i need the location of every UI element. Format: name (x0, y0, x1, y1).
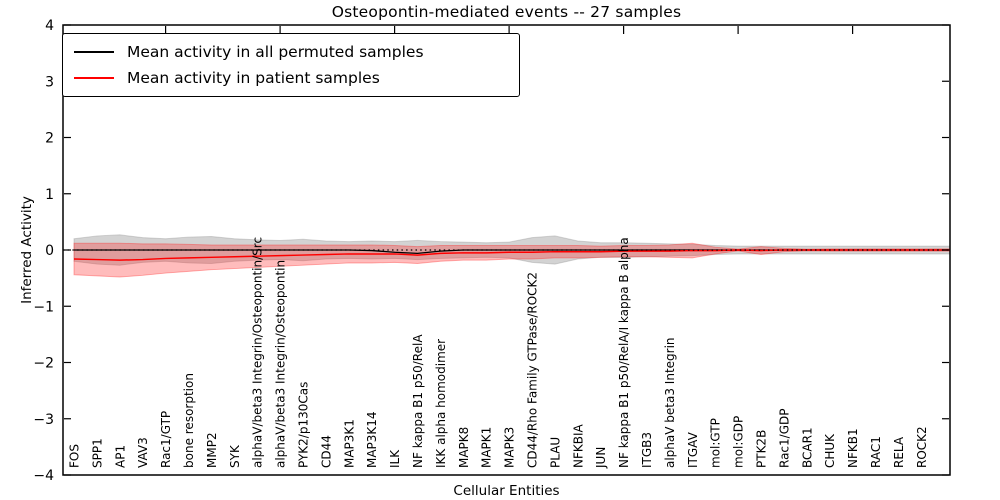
x-tick-label: MAP3K1 (342, 419, 356, 468)
x-tick-label: ILK (388, 449, 402, 468)
x-tick-label: AP1 (113, 445, 127, 468)
x-tick-label: MAPK8 (457, 427, 471, 468)
x-tick-label: FOS (68, 444, 82, 468)
x-tick-label: SYK (228, 444, 242, 468)
y-tick-label: 4 (45, 18, 54, 34)
x-tick-label: ROCK2 (915, 426, 929, 468)
x-tick-label: ITGB3 (640, 432, 654, 468)
x-tick-label: PYK2/p130Cas (297, 382, 311, 468)
x-tick-label: mol:GDP (732, 416, 746, 468)
y-tick-label: −4 (33, 468, 54, 484)
x-tick-label: Rac1/GTP (159, 411, 173, 468)
legend-label-patient: Mean activity in patient samples (127, 69, 380, 88)
x-tick-label: SPP1 (90, 438, 104, 468)
legend-line-sample-patient (74, 77, 114, 80)
x-tick-label: RELA (892, 436, 906, 468)
x-tick-label: JUN (594, 447, 608, 469)
x-tick-label: PTK2B (755, 430, 769, 468)
x-tick-label: Rac1/GDP (777, 409, 791, 468)
x-tick-label: MAPK3 (503, 427, 517, 468)
legend: Mean activity in all permuted samples Me… (62, 33, 520, 97)
x-tick-label: NF kappa B1 p50/RelA (411, 334, 425, 468)
x-tick-label: RAC1 (869, 436, 883, 468)
legend-entry-patient: Mean activity in patient samples (63, 69, 519, 87)
x-tick-label: NF kappa B1 p50/RelA/I kappa B alpha (617, 237, 631, 468)
patient-mean-line (73, 249, 950, 261)
legend-entry-permuted: Mean activity in all permuted samples (63, 43, 519, 61)
x-axis-title: Cellular Entities (453, 483, 560, 499)
y-tick-label: 3 (45, 74, 54, 90)
x-tick-label: NFKB1 (846, 428, 860, 468)
legend-label-permuted: Mean activity in all permuted samples (127, 42, 424, 61)
legend-line-sample-permuted (74, 50, 114, 53)
x-tick-label: VAV3 (136, 437, 150, 468)
x-tick-label: IKK alpha homodimer (434, 339, 448, 468)
x-tick-label: MMP2 (205, 432, 219, 468)
x-tick-label: CHUK (823, 433, 837, 468)
x-tick-label: PLAU (548, 437, 562, 468)
x-tick-label: bone resorption (182, 373, 196, 468)
y-tick-label: −3 (33, 412, 54, 428)
y-tick-label: 1 (45, 187, 54, 203)
x-tick-label: MAP3K14 (365, 411, 379, 468)
x-tick-label: MAPK1 (480, 427, 494, 468)
x-tick-label: NFKBIA (571, 423, 585, 468)
chart-title: Osteopontin-mediated events -- 27 sample… (331, 3, 682, 21)
y-tick-label: −2 (33, 356, 54, 372)
y-tick-label: 2 (45, 131, 54, 147)
y-tick-label: 0 (45, 243, 54, 259)
x-tick-label: alphaV/beta3 Integrin/Osteopontin (274, 260, 288, 468)
x-tick-label: mol:GTP (709, 418, 723, 468)
x-tick-label: CD44 (319, 435, 333, 468)
x-tick-label: BCAR1 (800, 427, 814, 468)
x-tick-label: ITGAV (686, 431, 700, 468)
x-tick-label: alphaV/beta3 Integrin/Osteopontin/Src (251, 237, 265, 468)
plot-frame (62, 24, 951, 476)
x-tick-label: alphaV beta3 Integrin (663, 337, 677, 468)
x-tick-label: CD44/Rho Family GTPase/ROCK2 (526, 272, 540, 468)
y-axis-title: Inferred Activity (19, 196, 35, 304)
y-tick-label: −1 (33, 299, 54, 315)
